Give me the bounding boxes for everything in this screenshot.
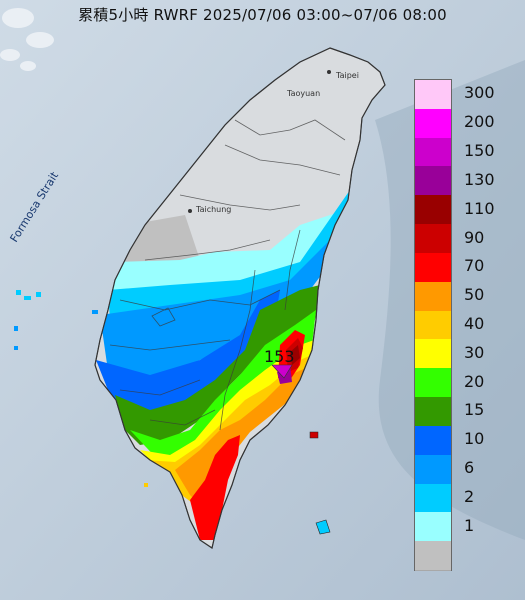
legend-label: 1: [464, 515, 475, 535]
legend-label: 200: [464, 112, 495, 132]
map-title: 累積5小時 RWRF 2025/07/06 03:00~07/06 08:00: [78, 6, 447, 24]
taipei-label: Taipei: [335, 71, 359, 80]
taipei-marker: [327, 70, 331, 74]
legend-label: 15: [464, 400, 485, 420]
rain-zone-110: [290, 345, 300, 365]
legend-swatch: [415, 397, 451, 427]
rain-zone-30: [140, 340, 314, 485]
island-coastline: [94, 47, 386, 549]
legend-label: 20: [464, 371, 485, 391]
legend-label: 50: [464, 285, 485, 305]
legend-label: 10: [464, 429, 485, 449]
cloud-patches: [0, 8, 54, 71]
legend-label: 90: [464, 227, 485, 247]
legend-swatch: [415, 195, 451, 226]
legend-label: 110: [464, 198, 495, 218]
legend-swatch: [415, 454, 451, 485]
taichung-marker: [188, 209, 192, 213]
legend-swatch: [415, 224, 451, 254]
legend-swatch: [415, 310, 451, 341]
legend-swatch: [415, 252, 451, 283]
offshore-islands: [14, 290, 331, 535]
legend-label: 30: [464, 342, 485, 362]
legend-swatch: [415, 368, 451, 399]
legend-swatch: [415, 166, 451, 197]
legend-label: 70: [464, 256, 485, 276]
rainfall-legend-labels: 300 200 150 130 110 90 70 50 40 30 20 15 10 6 2 1: [458, 79, 518, 569]
legend-swatch: [415, 541, 451, 571]
max-marker-icon: [271, 364, 293, 379]
max-rainfall-label: 153: [264, 347, 295, 366]
legend-swatch: [415, 80, 451, 110]
legend-swatch: [415, 137, 451, 168]
legend-label: 130: [464, 169, 495, 189]
legend-swatch: [415, 108, 451, 139]
legend-label: 300: [464, 83, 495, 103]
legend-label: 150: [464, 141, 495, 161]
rain-zone-20: [130, 310, 316, 462]
legend-swatch: [415, 483, 451, 514]
legend-swatch: [415, 281, 451, 312]
legend-label: 2: [464, 486, 475, 506]
rain-zone-70: [190, 435, 240, 540]
rain-zone-15: [115, 285, 320, 445]
taichung-label: Taichung: [195, 205, 231, 214]
legend-swatch: [415, 512, 451, 543]
legend-swatch: [415, 425, 451, 456]
legend-label: 6: [464, 458, 475, 478]
legend-label: 40: [464, 314, 485, 333]
county-boundaries: [109, 119, 346, 431]
rainfall-legend: [414, 79, 452, 571]
legend-swatch: [415, 339, 451, 370]
rain-zone-10: [96, 290, 280, 430]
taoyuan-label: Taoyuan: [286, 89, 320, 98]
